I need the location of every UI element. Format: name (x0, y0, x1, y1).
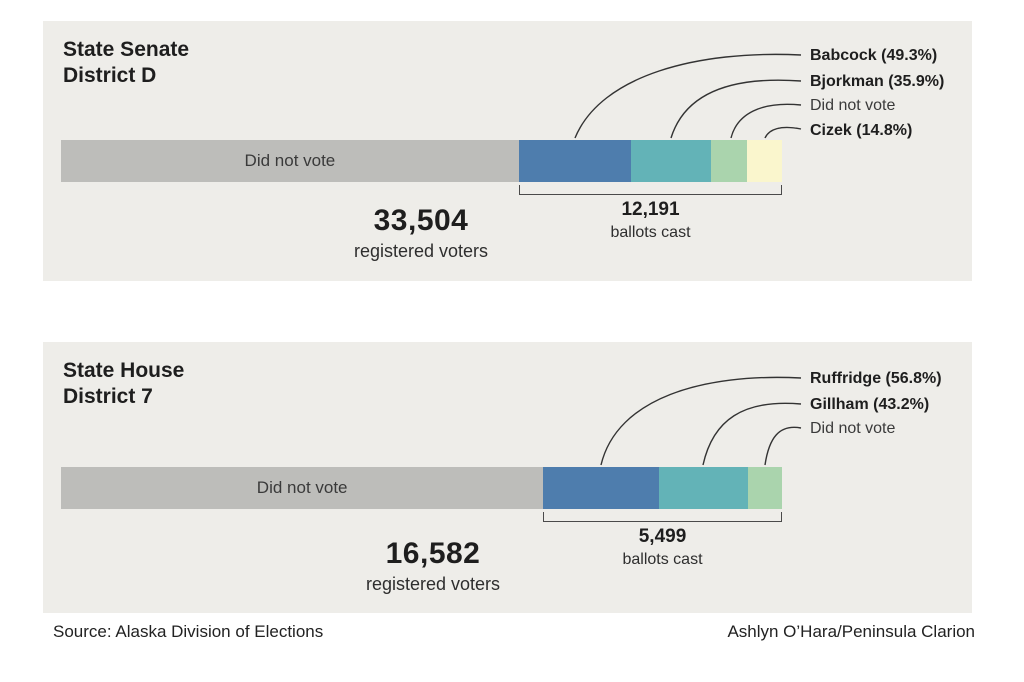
leader-line-babcock (574, 53, 802, 139)
ballots-cast-caption: ballots cast (610, 224, 691, 241)
segment-did-not-vote-ballot (711, 140, 748, 182)
ballots-cast-stat: 12,191 ballots cast (519, 199, 782, 242)
segment-babcock (518, 140, 631, 182)
ballots-cast-bracket (543, 512, 782, 522)
did-not-vote-bar-label: Did not vote (244, 151, 336, 170)
segment-did-not-vote-ballot (748, 467, 782, 509)
legend-label-ruffridge: Ruffridge (56.8%) (810, 370, 942, 387)
leader-line-cizek (764, 126, 802, 139)
chart-title-line1: State House (63, 359, 185, 382)
ballots-cast-value: 5,499 (638, 526, 687, 547)
house-chart-title: State House District 7 (63, 358, 184, 410)
senate-chart-title: State Senate District D (63, 37, 189, 89)
ballots-cast-caption: ballots cast (622, 551, 703, 568)
segment-bjorkman (630, 140, 712, 182)
registered-voters-value: 33,504 (373, 204, 469, 237)
legend-label-did-not-vote: Did not vote (810, 97, 896, 114)
author-credit: Ashlyn O’Hara/Peninsula Clarion (727, 622, 975, 641)
source-credit: Source: Alaska Division of Elections (53, 622, 324, 641)
segment-did-not-vote-registered: Did not vote (61, 467, 544, 509)
legend-label-gillham: Gillham (43.2%) (810, 396, 930, 413)
segment-ruffridge (543, 467, 660, 509)
registered-voters-stat: 33,504 registered voters (266, 204, 576, 262)
chart-title-line2: District 7 (63, 385, 153, 408)
segment-cizek (747, 140, 782, 182)
senate-chart-panel: State Senate District D Babcock (49.3%) … (43, 21, 972, 281)
did-not-vote-bar-label: Did not vote (256, 478, 348, 497)
leader-line-gillham (702, 402, 802, 466)
chart-title-line2: District D (63, 64, 157, 87)
leader-line-ruffridge (600, 376, 802, 466)
legend-label-did-not-vote: Did not vote (810, 420, 896, 437)
leader-line-did-not-vote (730, 103, 802, 139)
senate-voter-bar: Did not vote (61, 140, 782, 182)
house-chart-panel: State House District 7 Ruffridge (56.8%)… (43, 342, 972, 613)
registered-voters-caption: registered voters (353, 241, 489, 261)
ballots-cast-value: 12,191 (621, 199, 680, 220)
ballots-cast-bracket (519, 185, 782, 195)
leader-line-bjorkman (670, 79, 802, 139)
ballots-cast-stat: 5,499 ballots cast (543, 526, 782, 569)
registered-voters-stat: 16,582 registered voters (278, 537, 588, 595)
registered-voters-value: 16,582 (385, 537, 481, 570)
segment-gillham (659, 467, 749, 509)
leader-line-did-not-vote (764, 426, 802, 466)
legend-label-babcock: Babcock (49.3%) (810, 47, 938, 64)
legend-label-bjorkman: Bjorkman (35.9%) (810, 73, 945, 90)
chart-title-line1: State Senate (63, 38, 190, 61)
legend-label-cizek: Cizek (14.8%) (810, 122, 913, 139)
segment-did-not-vote-registered: Did not vote (61, 140, 519, 182)
registered-voters-caption: registered voters (365, 574, 501, 594)
house-voter-bar: Did not vote (61, 467, 782, 509)
